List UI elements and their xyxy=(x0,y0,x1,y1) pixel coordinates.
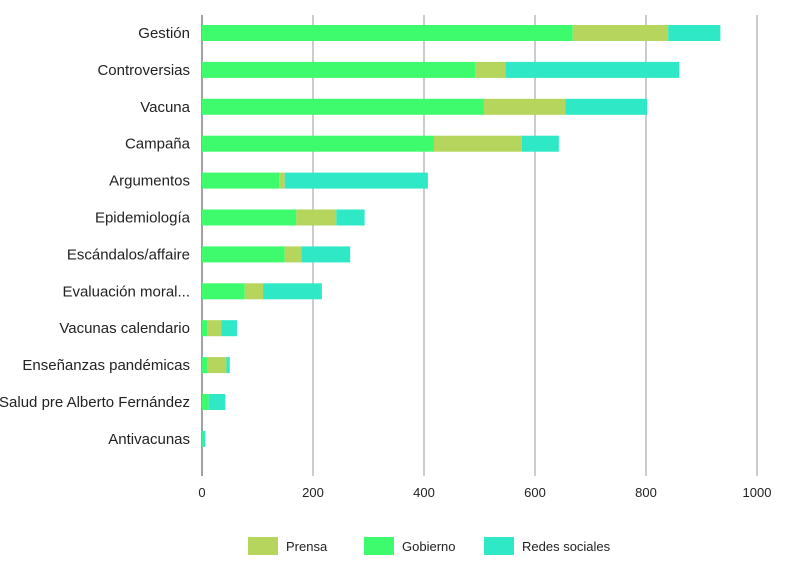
category-label: Escándalos/affaire xyxy=(67,246,190,263)
bar-segment xyxy=(244,283,264,300)
bar-segment xyxy=(202,394,209,410)
legend-label: Prensa xyxy=(286,538,328,554)
category-label: Vacuna xyxy=(140,99,190,116)
category-labels: Gestión Controversias Vacuna Campaña Argumen… xyxy=(0,25,191,448)
x-tick-label: 200 xyxy=(302,485,324,500)
category-label: Salud pre Alberto Fernández xyxy=(0,394,190,411)
bar-segment xyxy=(202,25,573,41)
bar-segment xyxy=(202,98,484,115)
x-tick-label: 1000 xyxy=(743,485,772,500)
bar-segment xyxy=(284,172,428,189)
category-label: Vacunas calendario xyxy=(59,320,190,337)
bar-segment xyxy=(221,320,237,337)
bar-segment xyxy=(263,283,322,300)
bar-segment xyxy=(336,209,365,226)
x-tick-label: 600 xyxy=(524,485,546,500)
gridlines xyxy=(201,15,758,476)
x-tick-labels: 0 200 400 600 800 1000 xyxy=(198,485,771,500)
bar-segment xyxy=(505,61,680,78)
category-label: Gestión xyxy=(138,25,190,42)
x-tick-label: 400 xyxy=(413,485,435,500)
category-label: Campaña xyxy=(125,136,191,153)
bar-segment xyxy=(202,135,434,152)
bar-segment xyxy=(572,25,669,41)
category-label: Argumentos xyxy=(109,173,190,190)
legend: Prensa Gobierno Redes sociales xyxy=(0,536,794,556)
legend-label: Gobierno xyxy=(402,538,456,554)
bar-segment xyxy=(521,135,559,152)
category-label: Epidemiología xyxy=(95,210,191,227)
legend-swatch xyxy=(248,537,278,555)
bar-segment xyxy=(475,61,506,78)
bar-segment xyxy=(202,430,203,447)
legend-swatch xyxy=(484,537,514,555)
category-label: Antivacunas xyxy=(108,431,190,448)
x-tick-label: 0 xyxy=(198,485,205,500)
bar-segment xyxy=(226,357,230,374)
legend-label: Redes sociales xyxy=(522,538,611,554)
bar-segment xyxy=(206,320,222,337)
bar-segment xyxy=(202,320,207,337)
bar-segment xyxy=(208,394,226,410)
category-label: Controversias xyxy=(97,62,190,79)
category-label: Evaluación moral... xyxy=(62,283,190,300)
bar-segment xyxy=(483,98,566,115)
bar-segment xyxy=(296,209,337,226)
bar-segment xyxy=(284,246,302,263)
bar-segment xyxy=(202,61,476,78)
bar-segment xyxy=(433,135,522,152)
bar-segment xyxy=(279,172,285,189)
bars xyxy=(202,25,721,447)
bar-segment xyxy=(668,25,721,41)
legend-item: Prensa xyxy=(248,536,327,556)
legend-swatch xyxy=(364,537,394,555)
bar-segment xyxy=(565,98,648,115)
bar-segment xyxy=(206,357,227,374)
legend-item: Redes sociales xyxy=(484,536,610,556)
bar-segment xyxy=(202,209,297,226)
bar-segment xyxy=(301,246,351,263)
bar-segment xyxy=(202,430,206,447)
bar-segment xyxy=(202,357,207,374)
legend-item: Gobierno xyxy=(364,536,455,556)
bar-segment xyxy=(202,172,280,189)
bar-segment xyxy=(202,246,285,263)
x-tick-label: 800 xyxy=(635,485,657,500)
chart: Gestión Controversias Vacuna Campaña Argumen… xyxy=(0,15,771,500)
category-label: Enseñanzas pandémicas xyxy=(22,357,190,374)
bar-segment xyxy=(202,283,245,300)
